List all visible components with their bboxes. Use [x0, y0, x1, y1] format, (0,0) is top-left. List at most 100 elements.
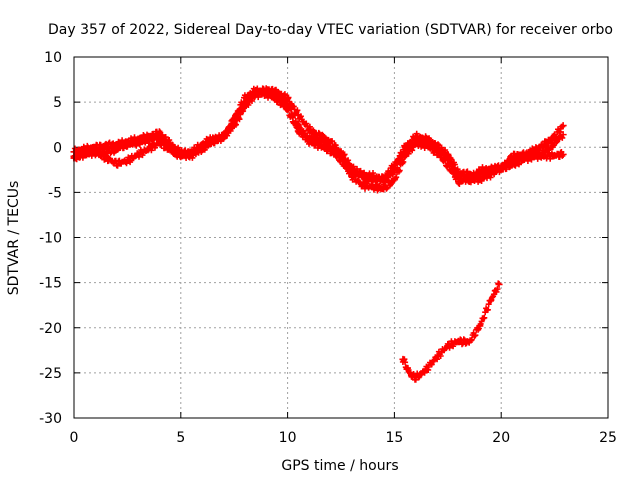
- data-point: [559, 150, 567, 158]
- data-point: [348, 167, 356, 175]
- data-point: [433, 143, 441, 151]
- data-point: [134, 150, 142, 158]
- data-point: [316, 136, 324, 144]
- data-point: [209, 134, 217, 142]
- data-point: [412, 132, 420, 140]
- data-point: [559, 122, 567, 130]
- data-point: [273, 95, 281, 103]
- y-tick-label: -10: [39, 231, 62, 247]
- data-point: [91, 146, 99, 154]
- data-point: [495, 280, 503, 288]
- data-point: [390, 176, 398, 184]
- data-point: [241, 94, 249, 102]
- y-tick-label: 0: [53, 140, 62, 156]
- x-tick-label: 10: [279, 430, 297, 446]
- y-tick-label: -20: [39, 321, 62, 337]
- data-point: [540, 141, 548, 149]
- data-point: [412, 140, 420, 148]
- data-point: [262, 90, 270, 98]
- data-point: [403, 364, 411, 372]
- data-point: [123, 157, 131, 165]
- data-point: [540, 152, 548, 160]
- data-point: [145, 136, 153, 144]
- data-point: [177, 150, 185, 158]
- y-tick-label: -25: [39, 366, 62, 382]
- data-point: [220, 134, 228, 142]
- data-point: [113, 145, 121, 153]
- data-point: [390, 167, 398, 175]
- data-point: [444, 150, 452, 158]
- data-point: [401, 148, 409, 156]
- data-point: [294, 127, 302, 135]
- y-tick-labels: 10 5 0 -5 -10 -15 -20 -25 -30: [39, 50, 62, 427]
- x-tick-labels: 0 5 10 15 20 25: [70, 430, 617, 446]
- data-point: [433, 353, 441, 361]
- data-point: [465, 338, 473, 346]
- data-point: [476, 322, 484, 330]
- series-track-c: [70, 85, 567, 188]
- data-point: [81, 149, 89, 157]
- data-point: [284, 105, 292, 113]
- data-point: [416, 371, 424, 379]
- y-tick-label: -30: [39, 411, 62, 427]
- plot-frame: [73, 56, 609, 419]
- series-track-d: [399, 280, 503, 383]
- data-point: [380, 178, 388, 186]
- data-point: [113, 159, 121, 167]
- data-point: [230, 114, 238, 122]
- data-point: [519, 150, 527, 158]
- data-point: [487, 297, 495, 305]
- grid-lines: [74, 57, 608, 418]
- y-axis-label: SDTVAR / TECUs: [6, 181, 22, 296]
- data-point: [529, 151, 537, 159]
- y-tick-label: -5: [48, 185, 62, 201]
- data-point: [422, 138, 430, 146]
- data-point: [412, 373, 420, 381]
- data-point: [198, 141, 206, 149]
- x-tick-label: 15: [385, 430, 403, 446]
- data-point: [487, 170, 495, 178]
- data-point: [476, 176, 484, 184]
- data-point: [369, 183, 377, 191]
- data-point: [551, 139, 559, 147]
- data-point: [187, 148, 195, 156]
- data-point: [399, 355, 407, 363]
- data-point: [102, 141, 110, 149]
- data-point: [444, 342, 452, 350]
- data-point: [407, 372, 415, 380]
- data-point: [551, 151, 559, 159]
- data-point: [559, 131, 567, 139]
- data-point: [305, 134, 313, 142]
- data-point: [155, 132, 163, 140]
- data-point: [252, 86, 260, 94]
- data-point: [166, 143, 174, 151]
- data-point: [508, 152, 516, 160]
- chart-title: Day 357 of 2022, Sidereal Day-to-day VTE…: [48, 22, 613, 38]
- y-tick-label: -15: [39, 276, 62, 292]
- data-point: [102, 149, 110, 157]
- y-tick-label: 5: [53, 95, 62, 111]
- data-point: [145, 145, 153, 153]
- x-tick-label: 5: [176, 430, 185, 446]
- data-point: [369, 172, 377, 180]
- data-point: [422, 365, 430, 373]
- data-point: [305, 125, 313, 133]
- data-point: [454, 178, 462, 186]
- y-tick-label: 10: [44, 50, 62, 66]
- data-point: [454, 337, 462, 345]
- series-markers: [399, 280, 502, 383]
- x-axis-label: GPS time / hours: [281, 458, 398, 474]
- x-tick-label: 20: [492, 430, 510, 446]
- data-points: [70, 85, 567, 383]
- data-point: [134, 139, 142, 147]
- x-tick-label: 0: [70, 430, 79, 446]
- data-point: [358, 181, 366, 189]
- data-point: [454, 169, 462, 177]
- data-point: [508, 161, 516, 169]
- data-point: [465, 170, 473, 178]
- data-point: [497, 165, 505, 173]
- data-point: [326, 144, 334, 152]
- data-point: [337, 152, 345, 160]
- data-point: [476, 167, 484, 175]
